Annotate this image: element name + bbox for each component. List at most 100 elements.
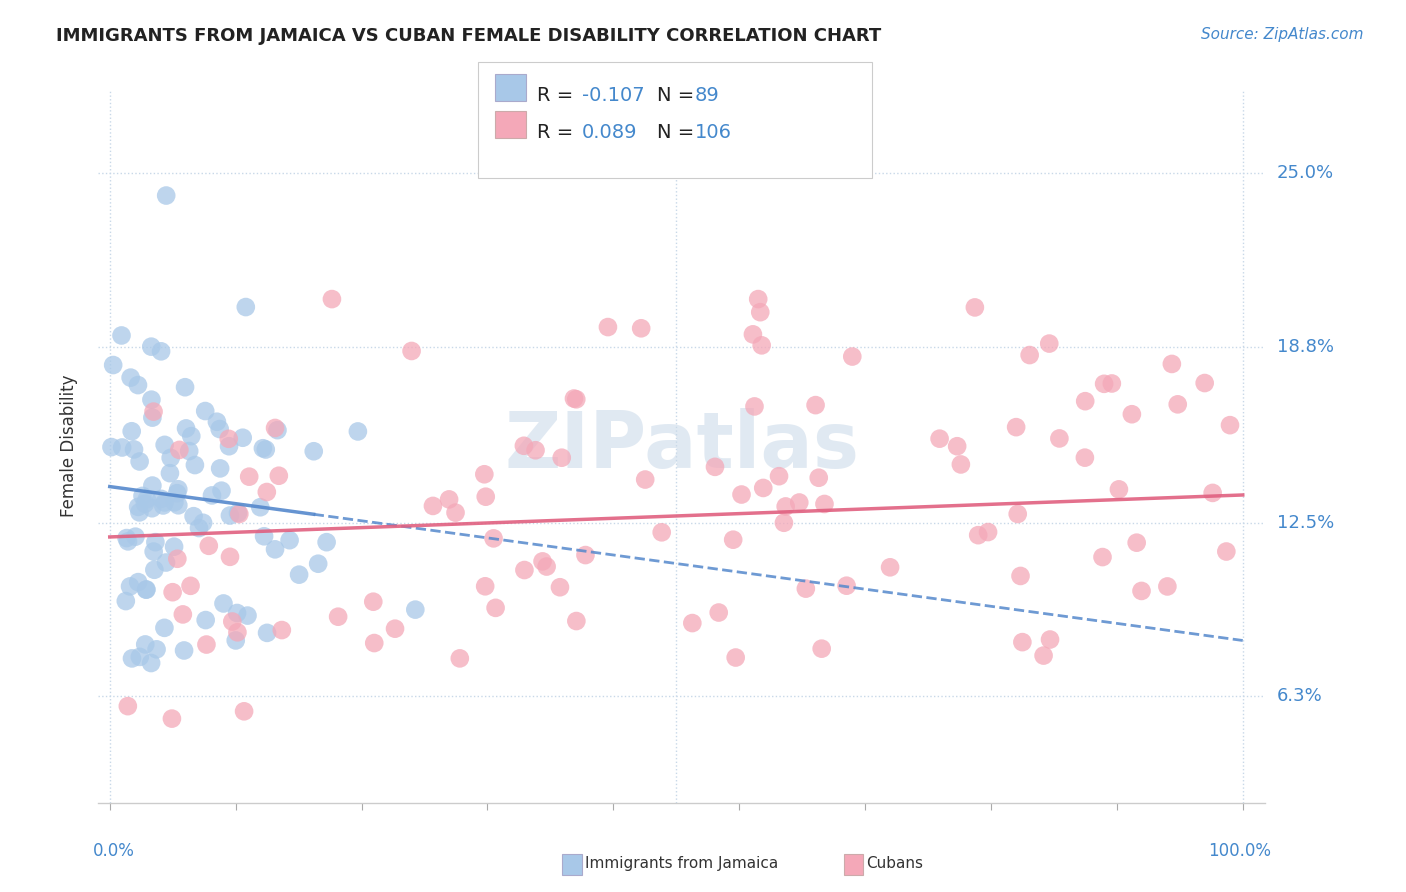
Point (226, 506, 249, 520)
Text: 89: 89 (695, 86, 720, 104)
Point (152, 499, 174, 513)
Point (226, 625, 249, 640)
Point (963, 301, 986, 315)
Point (194, 613, 217, 627)
Point (145, 535, 167, 549)
Point (111, 441, 134, 455)
Point (191, 516, 214, 530)
Point (226, 606, 249, 620)
Point (1108, 483, 1130, 497)
Point (180, 429, 202, 443)
Point (159, 450, 181, 465)
Point (180, 579, 202, 593)
Point (163, 495, 186, 509)
Point (347, 425, 370, 439)
Point (1074, 450, 1097, 465)
Text: 100.0%: 100.0% (1208, 842, 1271, 860)
Point (1011, 635, 1033, 649)
Point (236, 608, 259, 623)
Point (120, 370, 142, 384)
Point (1156, 579, 1178, 593)
Point (474, 579, 496, 593)
Point (1032, 648, 1054, 663)
Point (219, 508, 242, 523)
Point (752, 481, 775, 495)
Point (198, 539, 221, 553)
Point (233, 704, 256, 718)
Point (118, 579, 141, 593)
Point (128, 505, 150, 519)
Point (773, 516, 796, 530)
Point (184, 458, 207, 472)
Point (751, 338, 773, 352)
Point (721, 533, 744, 547)
Point (128, 454, 150, 468)
Point (326, 609, 349, 624)
Point (565, 392, 588, 407)
Point (384, 622, 406, 636)
Point (270, 623, 292, 637)
Point (143, 563, 166, 577)
Text: ZIPatlas: ZIPatlas (505, 408, 859, 484)
Point (288, 567, 311, 582)
Point (141, 392, 163, 407)
Point (747, 292, 769, 306)
Point (153, 621, 176, 635)
Point (1101, 376, 1123, 391)
Point (1201, 486, 1223, 500)
Point (768, 469, 790, 483)
Point (1160, 357, 1182, 371)
Point (172, 607, 194, 622)
Point (256, 485, 278, 500)
Point (596, 320, 619, 334)
Point (841, 350, 863, 364)
Point (474, 490, 496, 504)
Point (252, 442, 274, 456)
Point (634, 473, 657, 487)
Point (153, 438, 176, 452)
Point (155, 188, 177, 202)
Point (730, 487, 752, 501)
Point (1007, 507, 1029, 521)
Point (742, 327, 765, 342)
Point (135, 582, 157, 597)
Point (127, 500, 149, 514)
Point (437, 492, 460, 507)
Point (153, 495, 176, 509)
Point (264, 421, 287, 435)
Point (363, 636, 385, 650)
Point (163, 540, 186, 554)
Text: R =: R = (537, 86, 579, 104)
Point (134, 637, 156, 651)
Point (321, 292, 343, 306)
Point (794, 582, 817, 596)
Point (141, 340, 163, 354)
Point (531, 554, 554, 568)
Point (422, 499, 444, 513)
Point (205, 415, 228, 429)
Point (124, 530, 146, 544)
Point (142, 404, 165, 418)
Point (253, 529, 276, 543)
Text: 18.8%: 18.8% (1277, 338, 1333, 356)
Point (145, 642, 167, 657)
Text: N =: N = (657, 123, 700, 142)
Point (173, 643, 195, 657)
Point (117, 699, 139, 714)
Point (142, 544, 165, 558)
Point (121, 424, 143, 438)
Point (139, 656, 162, 670)
Point (449, 651, 471, 665)
Point (141, 478, 163, 492)
Point (135, 492, 157, 507)
Point (879, 560, 901, 574)
Point (775, 500, 797, 514)
Point (218, 432, 240, 446)
Text: 0.089: 0.089 (582, 123, 637, 142)
Point (101, 358, 124, 372)
Point (472, 467, 495, 482)
Point (174, 380, 197, 394)
Point (1130, 583, 1153, 598)
Text: 0.0%: 0.0% (93, 842, 135, 860)
Point (127, 378, 149, 392)
